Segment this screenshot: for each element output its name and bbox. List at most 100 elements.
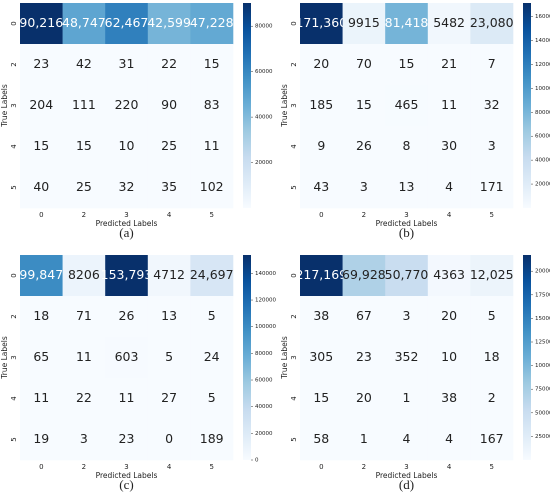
cell-label: 220 xyxy=(115,97,139,112)
colorbar-tick-label: 140000 xyxy=(535,38,550,44)
cell-label: 5 xyxy=(208,390,216,405)
x-axis-label: Predicted Labels xyxy=(96,471,158,480)
heat-cell xyxy=(105,44,149,86)
colorbar-tick-label: 60000 xyxy=(255,69,273,75)
x-tick-label: 2 xyxy=(82,463,86,471)
heat-cell xyxy=(190,378,234,420)
colorbar-tick-label: 80000 xyxy=(255,24,273,30)
heat-cell xyxy=(342,85,386,127)
cell-label: 38 xyxy=(441,390,457,405)
y-tick-label: 4 xyxy=(10,144,18,149)
cell-label: 11 xyxy=(441,97,457,112)
y-tick-label: 5 xyxy=(10,437,18,441)
heat-cell xyxy=(427,419,471,461)
heat-cell xyxy=(147,3,191,45)
cell-label: 69,928 xyxy=(342,267,386,282)
heat-cell xyxy=(427,337,471,379)
heat-cell xyxy=(62,126,106,168)
x-tick-label: 3 xyxy=(404,211,408,219)
heat-cell xyxy=(300,126,343,168)
caption: (c) xyxy=(119,477,133,492)
cell-label: 42 xyxy=(76,56,92,71)
colorbar-tick-label: 200000 xyxy=(535,269,550,275)
cell-label: 20 xyxy=(441,308,457,323)
cell-label: 23,080 xyxy=(470,15,514,30)
cell-label: 15 xyxy=(356,97,372,112)
heat-cell xyxy=(342,126,386,168)
cell-label: 5 xyxy=(165,349,173,364)
x-tick-label: 4 xyxy=(167,211,172,219)
colorbar-tick-label: 25000 xyxy=(535,434,550,440)
y-tick-label: 0 xyxy=(290,21,298,25)
heat-cell xyxy=(342,296,386,338)
cell-label: 8 xyxy=(403,138,411,153)
colorbar-tick-label: 60000 xyxy=(535,134,550,140)
cell-label: 15 xyxy=(76,138,92,153)
x-tick-label: 4 xyxy=(447,211,452,219)
heat-cell xyxy=(342,419,386,461)
cell-label: 185 xyxy=(309,97,333,112)
x-tick-label: 2 xyxy=(362,463,366,471)
cell-label: 11 xyxy=(33,390,49,405)
cell-label: 42,599 xyxy=(147,15,191,30)
heat-cell xyxy=(147,378,191,420)
x-tick-label: 4 xyxy=(447,463,452,471)
heat-cell xyxy=(470,419,514,461)
cell-label: 23 xyxy=(33,56,49,71)
heat-cell xyxy=(190,419,234,461)
cell-label: 30 xyxy=(441,138,457,153)
cell-label: 1 xyxy=(360,431,368,446)
cell-label: 26 xyxy=(119,308,135,323)
cell-label: 9915 xyxy=(348,15,380,30)
cell-label: 111 xyxy=(72,97,96,112)
y-tick-label: 5 xyxy=(10,185,18,189)
heat-cell xyxy=(190,337,234,379)
cell-label: 7 xyxy=(488,56,496,71)
cell-label: 27 xyxy=(161,390,177,405)
heat-cell xyxy=(62,378,106,420)
heat-cell xyxy=(105,296,149,338)
x-tick-label: 5 xyxy=(209,463,213,471)
heat-cell xyxy=(385,255,429,297)
heat-cell xyxy=(105,3,149,45)
cell-label: 21 xyxy=(441,56,457,71)
colorbar-tick-label: 20000 xyxy=(255,431,273,437)
cell-label: 4 xyxy=(403,431,411,446)
heat-cell xyxy=(20,3,63,45)
cell-label: 153,793 xyxy=(101,267,153,282)
cell-label: 70 xyxy=(356,56,372,71)
heat-cell xyxy=(385,337,429,379)
cell-label: 5 xyxy=(208,308,216,323)
y-tick-label: 3 xyxy=(10,355,18,359)
heat-cell xyxy=(147,85,191,127)
heat-cell xyxy=(147,44,191,86)
heat-cell xyxy=(300,296,343,338)
cell-label: 189 xyxy=(200,431,224,446)
heat-cell xyxy=(105,419,149,461)
cell-label: 13 xyxy=(161,308,177,323)
heat-cell xyxy=(300,419,343,461)
cell-label: 12,025 xyxy=(470,267,514,282)
y-tick-label: 3 xyxy=(290,355,298,359)
colorbar-tick-label: 100000 xyxy=(255,324,276,330)
colorbar xyxy=(243,255,251,460)
colorbar xyxy=(243,3,251,208)
y-tick-label: 2 xyxy=(290,314,298,318)
cell-label: 2 xyxy=(488,390,496,405)
cell-label: 11 xyxy=(119,390,135,405)
colorbar-tick-label: 75000 xyxy=(535,387,550,393)
colorbar-tick-label: 100000 xyxy=(535,363,550,369)
heat-cell xyxy=(342,3,386,45)
heat-cell xyxy=(105,337,149,379)
cell-label: 43 xyxy=(313,179,329,194)
cell-label: 102 xyxy=(200,179,224,194)
cell-label: 83 xyxy=(204,97,220,112)
heat-cell xyxy=(427,3,471,45)
heat-cell xyxy=(105,85,149,127)
cell-label: 31 xyxy=(119,56,135,71)
heat-cell xyxy=(62,3,106,45)
colorbar-tick-label: 80000 xyxy=(255,351,273,357)
heat-cell xyxy=(20,85,63,127)
colorbar-tick-label: 60000 xyxy=(255,378,273,384)
y-tick-label: 0 xyxy=(10,273,18,277)
